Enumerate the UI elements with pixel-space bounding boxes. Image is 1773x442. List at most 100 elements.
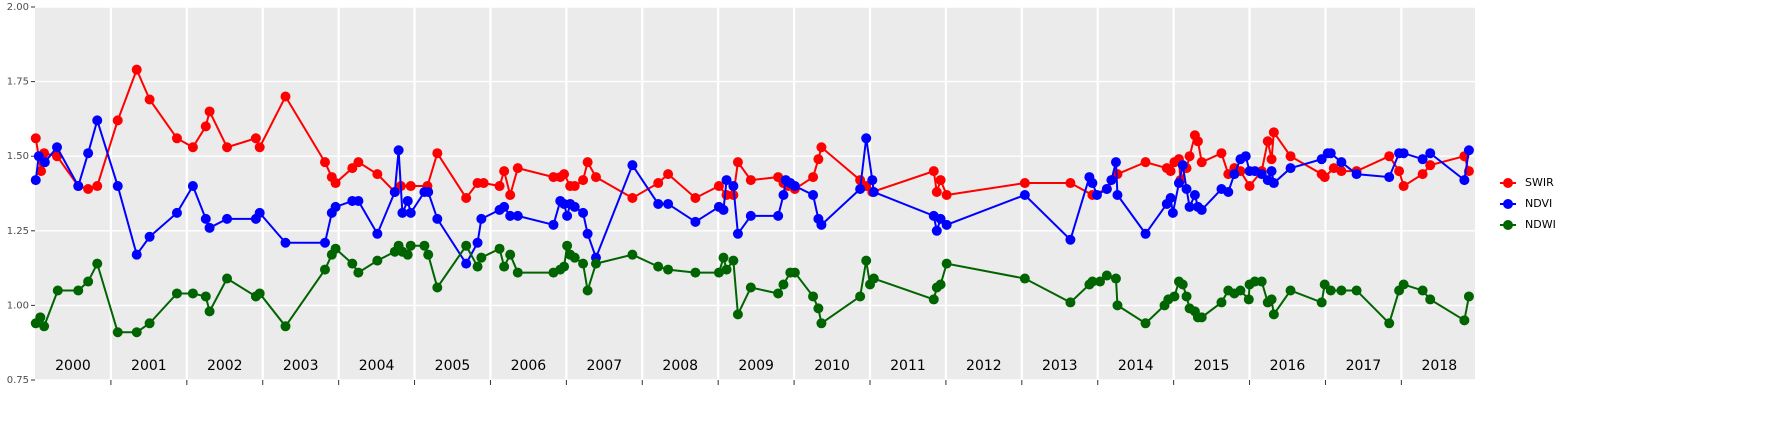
data-point	[1425, 160, 1436, 171]
data-point	[808, 189, 819, 200]
data-point	[728, 255, 739, 266]
data-point	[353, 267, 364, 278]
data-point	[745, 282, 756, 293]
data-point	[1165, 192, 1176, 203]
data-point	[1189, 189, 1200, 200]
data-point	[548, 172, 559, 183]
data-point	[1140, 228, 1151, 239]
data-point	[499, 261, 510, 272]
data-point	[1463, 145, 1474, 156]
data-point	[789, 267, 800, 278]
data-point	[402, 249, 413, 260]
data-point	[1351, 285, 1362, 296]
x-tick-label: 2009	[738, 358, 774, 374]
data-point	[1336, 157, 1347, 168]
data-point	[1184, 201, 1195, 212]
data-point	[1095, 276, 1106, 287]
data-point	[1216, 297, 1227, 308]
data-point	[200, 121, 211, 132]
data-point	[1325, 148, 1336, 159]
data-point	[718, 252, 729, 263]
data-point	[319, 264, 330, 275]
data-point	[512, 210, 523, 221]
data-point	[1243, 294, 1254, 305]
data-point	[1325, 285, 1336, 296]
data-point	[171, 288, 182, 299]
data-point	[663, 198, 674, 209]
data-point	[222, 273, 233, 284]
data-point	[1177, 160, 1188, 171]
data-point	[1266, 154, 1277, 165]
legend-key	[1503, 199, 1513, 209]
data-point	[935, 279, 946, 290]
x-tick-label: 2014	[1118, 358, 1154, 374]
data-point	[1196, 312, 1207, 323]
data-point	[663, 169, 674, 180]
data-point	[187, 288, 198, 299]
legend-label: NDVI	[1525, 197, 1552, 210]
data-point	[1101, 270, 1112, 281]
data-point	[1394, 166, 1405, 177]
data-point	[653, 261, 664, 272]
data-point	[578, 258, 589, 269]
x-tick-label: 2003	[283, 358, 319, 374]
data-point	[505, 210, 516, 221]
data-point	[432, 282, 443, 293]
data-point	[280, 237, 291, 248]
data-point	[83, 276, 94, 287]
data-point	[1184, 151, 1195, 162]
data-point	[1266, 166, 1277, 177]
data-point	[1177, 279, 1188, 290]
data-point	[1268, 127, 1279, 138]
data-point	[690, 192, 701, 203]
data-point	[1065, 234, 1076, 245]
x-tick-label: 2004	[359, 358, 395, 374]
data-point	[512, 163, 523, 174]
data-point	[627, 192, 638, 203]
data-point	[941, 219, 952, 230]
data-point	[868, 187, 879, 198]
x-tick-label: 2011	[890, 358, 926, 374]
data-point	[1398, 279, 1409, 290]
data-point	[1101, 184, 1112, 195]
data-point	[330, 201, 341, 212]
data-point	[1181, 184, 1192, 195]
x-tick-label: 2015	[1194, 358, 1230, 374]
data-point	[30, 175, 41, 186]
data-point	[254, 142, 265, 153]
y-tick-label: 1.25	[7, 226, 29, 237]
data-point	[1173, 178, 1184, 189]
data-point	[405, 181, 416, 192]
y-tick-label: 2.00	[7, 2, 29, 13]
data-point	[1167, 207, 1178, 218]
data-point	[721, 264, 732, 275]
data-point	[1459, 315, 1470, 326]
data-point	[578, 175, 589, 186]
data-point	[187, 142, 198, 153]
x-tick-label: 2005	[435, 358, 471, 374]
data-point	[1268, 178, 1279, 189]
data-point	[1262, 136, 1273, 147]
data-point	[728, 181, 739, 192]
data-point	[1223, 187, 1234, 198]
data-point	[1384, 151, 1395, 162]
data-point	[745, 210, 756, 221]
data-point	[1268, 309, 1279, 320]
data-point	[204, 106, 215, 117]
data-point	[867, 175, 878, 186]
data-point	[432, 213, 443, 224]
data-point	[476, 213, 487, 224]
data-point	[1112, 189, 1123, 200]
data-point	[1019, 178, 1030, 189]
data-point	[494, 243, 505, 254]
data-point	[1417, 285, 1428, 296]
legend-key	[1503, 220, 1513, 230]
data-point	[319, 237, 330, 248]
data-point	[372, 255, 383, 266]
data-point	[1019, 273, 1030, 284]
data-point	[1425, 294, 1436, 305]
legend-label: NDWI	[1525, 218, 1556, 231]
data-point	[789, 181, 800, 192]
data-point	[941, 189, 952, 200]
